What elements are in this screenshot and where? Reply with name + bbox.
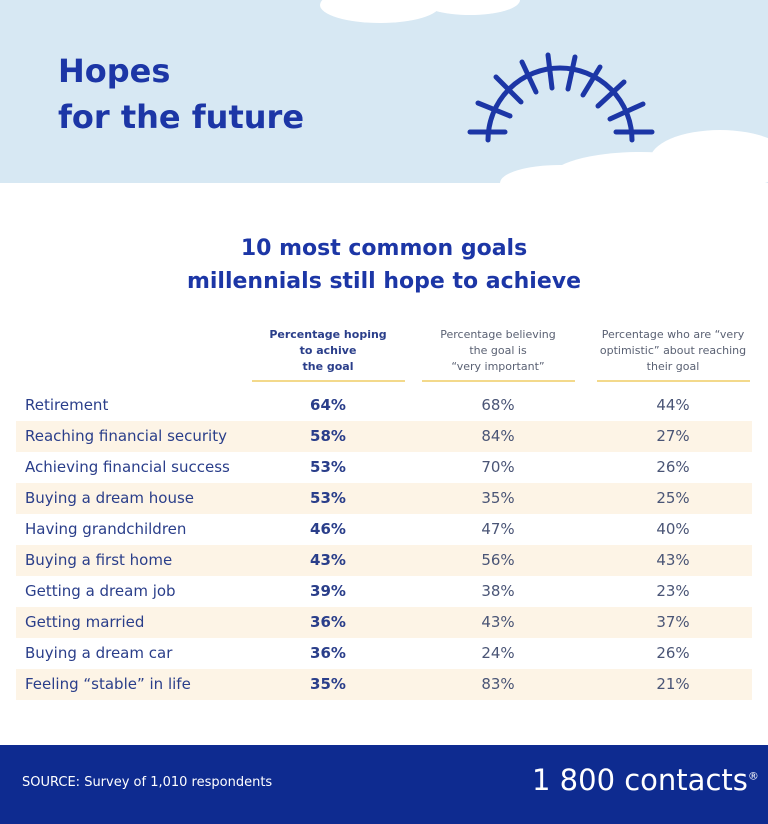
table-row: Achieving financial success 53% 70% 26%	[16, 452, 752, 483]
table-title-line: 10 most common goals	[240, 236, 528, 261]
cell-value: 26%	[656, 458, 690, 476]
cell-value: 83%	[481, 675, 515, 693]
header-band: Hopes for the future	[0, 0, 768, 204]
row-label: Buying a first home	[25, 551, 173, 569]
cell-value: 26%	[656, 644, 690, 662]
column-header: Percentage who are “very optimistic” abou…	[588, 327, 758, 375]
cell-value: 24%	[481, 644, 515, 662]
cell-value: 43%	[656, 551, 690, 569]
cell-value: 36%	[310, 613, 346, 631]
column-header-line: Percentage hoping	[269, 328, 387, 341]
cell-value: 25%	[656, 489, 690, 507]
row-label: Getting married	[25, 613, 145, 631]
cell-value: 39%	[310, 582, 346, 600]
table-row: Buying a dream car 36% 24% 26%	[16, 638, 752, 669]
cell-value: 38%	[481, 582, 515, 600]
table-row: Buying a dream house 53% 35% 25%	[16, 483, 752, 514]
footer: SOURCE: Survey of 1,010 respondents 1 80…	[0, 745, 768, 824]
cell-value: 68%	[481, 396, 515, 414]
column-header-line: optimistic” about reaching	[599, 344, 747, 357]
row-label: Retirement	[25, 396, 109, 414]
table-row: Retirement 64% 68% 44%	[16, 390, 752, 421]
cell-value: 56%	[481, 551, 515, 569]
column-header-line: Percentage believing	[440, 328, 556, 341]
row-label: Feeling “stable” in life	[25, 675, 191, 693]
cell-value: 35%	[310, 675, 346, 693]
column-header-line: Percentage who are “very	[601, 328, 745, 341]
header-underline	[597, 380, 750, 382]
column-header: Percentage believing the goal is “very imp…	[413, 327, 583, 375]
cell-value: 70%	[481, 458, 515, 476]
cell-value: 53%	[310, 489, 346, 507]
column-header: Percentage hoping to achive the goal	[243, 327, 413, 375]
title-line: Hopes	[58, 52, 171, 90]
table-row: Feeling “stable” in life 35% 83% 21%	[16, 669, 752, 700]
table-row: Buying a first home 43% 56% 43%	[16, 545, 752, 576]
row-label: Buying a dream house	[25, 489, 194, 507]
cell-value: 21%	[656, 675, 690, 693]
cell-value: 27%	[656, 427, 690, 445]
cell-value: 43%	[310, 551, 346, 569]
row-label: Having grandchildren	[25, 520, 187, 538]
column-header-line: “very important”	[451, 360, 545, 373]
cell-value: 58%	[310, 427, 346, 445]
row-label: Achieving financial success	[25, 458, 230, 476]
table-row: Reaching financial security 58% 84% 27%	[16, 421, 752, 452]
row-label: Buying a dream car	[25, 644, 173, 662]
cell-value: 36%	[310, 644, 346, 662]
cell-value: 46%	[310, 520, 346, 538]
table-row: Having grandchildren 46% 47% 40%	[16, 514, 752, 545]
cell-value: 23%	[656, 582, 690, 600]
cell-value: 37%	[656, 613, 690, 631]
table-row: Getting a dream job 39% 38% 23%	[16, 576, 752, 607]
column-header-line: to achive	[299, 344, 357, 357]
cell-value: 64%	[310, 396, 346, 414]
cell-value: 35%	[481, 489, 515, 507]
cell-value: 84%	[481, 427, 515, 445]
cell-value: 47%	[481, 520, 515, 538]
row-label: Getting a dream job	[25, 582, 176, 600]
header-underline	[252, 380, 405, 382]
logo-mark: ®	[747, 769, 759, 783]
logo-text: 1 800 contacts	[532, 763, 748, 797]
row-label: Reaching financial security	[25, 427, 227, 445]
cell-value: 53%	[310, 458, 346, 476]
header-underline	[422, 380, 575, 382]
title: Hopes for the future	[58, 48, 304, 140]
column-header-line: the goal is	[469, 344, 527, 357]
table-title: 10 most common goals millennials still h…	[0, 232, 768, 298]
cell-value: 43%	[481, 613, 515, 631]
table-title-line: millennials still hope to achieve	[186, 269, 582, 294]
source: SOURCE: Survey of 1,010 respondents	[22, 775, 273, 790]
column-header-line: the goal	[302, 360, 354, 373]
logo: 1 800 contacts®	[532, 763, 759, 797]
column-header-line: their goal	[646, 360, 700, 373]
cell-value: 40%	[656, 520, 690, 538]
table-row: Getting married 36% 43% 37%	[16, 607, 752, 638]
title-line: for the future	[58, 98, 305, 136]
cell-value: 44%	[656, 396, 690, 414]
